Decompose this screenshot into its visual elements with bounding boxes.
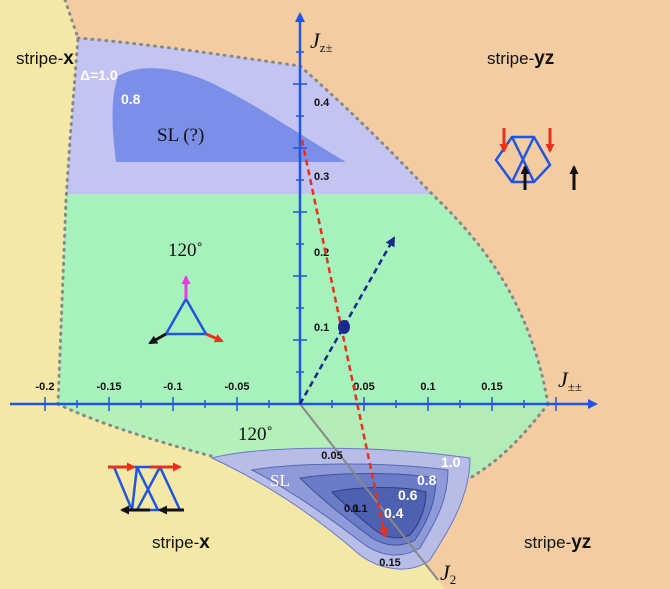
j2-tick-label: 0.05 [321,450,342,462]
sl-contour-0.8-top [112,68,346,162]
stripe-yz-label-top: stripe-yz [487,48,554,69]
contour-label-bottom: 0.8 [417,472,437,488]
spin-triangle-120-icon [148,275,224,345]
x-tick-label: 0.05 [353,381,374,393]
contour-label-top: Δ=1.0 [80,67,118,83]
contour-label-bottom: 0.4 [384,505,404,521]
intersection-point [338,320,350,334]
x-tick-label: -0.05 [224,381,249,393]
x-tick-label: -0.2 [36,381,55,393]
contour-label-bottom: 0.1 [344,503,359,515]
phase-120-label-top: 120˚ [168,240,203,261]
contour-label-bottom: 0.6 [398,487,418,503]
horizontal-axis-label: J±± [558,367,582,394]
phase-120-label-bottom: 120˚ [238,424,273,445]
stripe-yz-label-bottom: stripe-yz [524,532,591,553]
spin-rhombus-stripe-x-icon [108,462,184,515]
contour-label-bottom: 1.0 [441,454,461,470]
contour-label-top: 0.8 [121,91,141,107]
x-tick-label: 0.1 [420,381,435,393]
j2-tick-label: 0.1 [352,503,367,515]
stripe-x-region-top [0,0,78,404]
x-tick-label: -0.1 [164,381,183,393]
y-tick-label: 0.3 [314,171,329,183]
phase-120-region [58,194,548,404]
y-tick-label: 0.1 [314,322,329,334]
y-tick-label: 0.4 [314,97,330,109]
sl-label-bottom: SL [270,471,290,490]
spin-rhombus-stripe-yz-icon [494,128,579,190]
vertical-axis-label: Jz± [310,28,333,55]
x-tick-label: 0.15 [481,381,502,393]
phase-boundaries [56,0,550,480]
stripe-x-label-top: stripe-x [16,48,74,69]
j2-axis-label: J2 [440,560,456,587]
red-dashed-arrow [300,139,389,538]
stripe-x-label-bottom: stripe-x [152,532,210,553]
sl-label-top: SL (?) [157,125,204,146]
y-tick-label: 0.2 [314,247,329,259]
j2-tick-label: 0.15 [379,557,400,569]
x-tick-label: -0.15 [96,381,121,393]
y-tick-marks [293,51,307,373]
j2-axis [299,403,439,581]
x-tick-marks [44,397,557,411]
